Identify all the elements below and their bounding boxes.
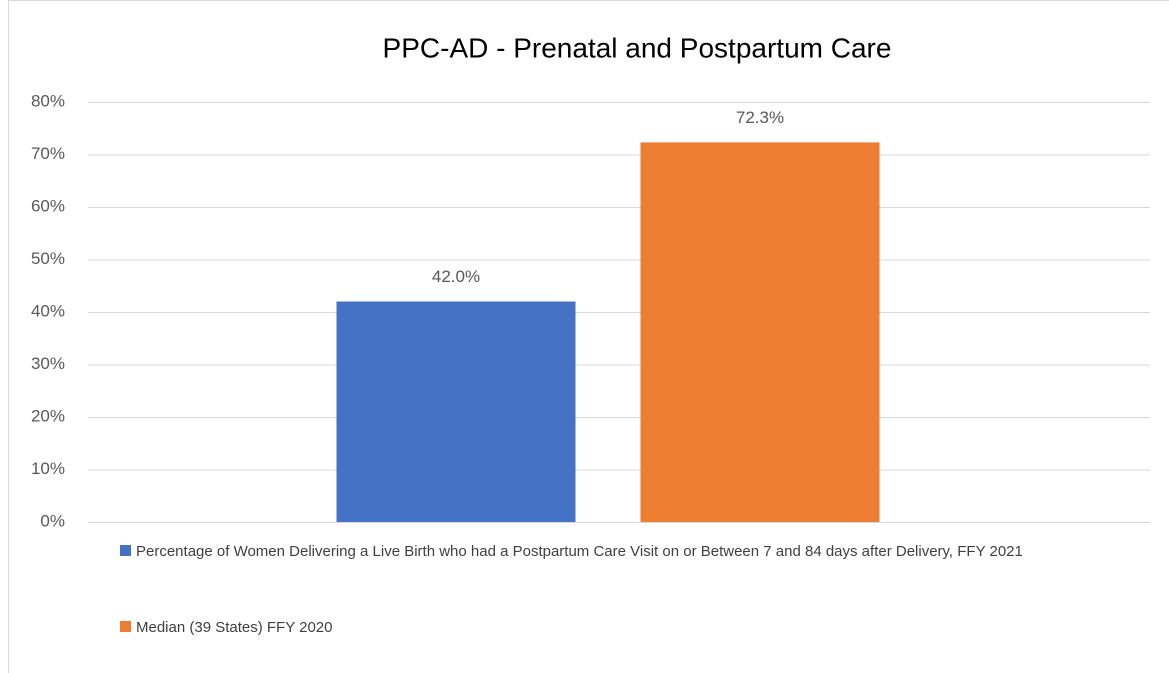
legend-label: Percentage of Women Delivering a Live Bi… [136, 543, 1023, 560]
legend-swatch [120, 545, 131, 556]
y-tick-label: 80% [31, 91, 65, 110]
y-tick-label: 0% [40, 511, 65, 530]
legend-item: Percentage of Women Delivering a Live Bi… [120, 538, 1040, 566]
chart-title: PPC-AD - Prenatal and Postpartum Care [383, 32, 892, 63]
legend-item: Median (39 States) FFY 2020 [120, 614, 1040, 642]
data-label: 72.3% [736, 108, 784, 127]
legend-swatch [120, 621, 131, 632]
y-tick-label: 60% [31, 196, 65, 215]
data-label: 42.0% [432, 267, 480, 286]
y-tick-label: 40% [31, 301, 65, 320]
chart-border [8, 0, 1169, 673]
y-tick-label: 70% [31, 144, 65, 163]
legend-label: Median (39 States) FFY 2020 [136, 619, 333, 636]
y-tick-label: 20% [31, 406, 65, 425]
y-tick-label: 50% [31, 249, 65, 268]
y-tick-label: 10% [31, 459, 65, 478]
bar [336, 301, 576, 522]
bar [640, 142, 880, 523]
y-tick-label: 30% [31, 354, 65, 373]
